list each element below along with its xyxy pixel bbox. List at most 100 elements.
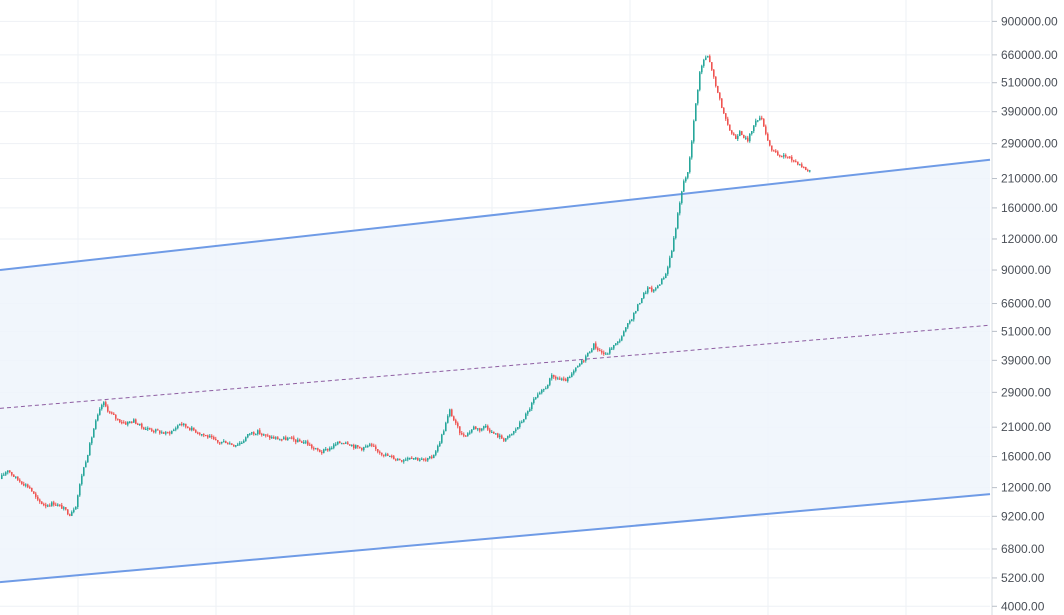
candle-body (753, 125, 755, 132)
candle-up (441, 433, 443, 444)
candle-body (163, 432, 165, 434)
candle-down (741, 130, 743, 136)
candle-body (203, 434, 205, 436)
candle-body (571, 373, 573, 377)
candle-down (465, 435, 467, 437)
candle-body (745, 137, 747, 139)
candle-down (157, 428, 159, 431)
candle-up (623, 330, 625, 337)
candle-body (727, 118, 729, 125)
candle-down (265, 434, 267, 438)
candle-body (81, 475, 83, 485)
candle-down (53, 500, 55, 507)
candle-body (271, 437, 273, 439)
candle-down (493, 431, 495, 434)
candle-body (361, 447, 363, 450)
candle-body (145, 428, 147, 431)
candle-body (101, 405, 103, 409)
candle-body (319, 449, 321, 452)
candle-up (543, 388, 545, 393)
candle-body (671, 251, 673, 258)
candle-body (747, 137, 749, 142)
candle-up (297, 437, 299, 443)
candle-down (789, 155, 791, 159)
candle-body (107, 406, 109, 412)
candle-body (179, 423, 181, 426)
candle-down (719, 92, 721, 101)
candle-down (361, 447, 363, 452)
candle-body (663, 278, 665, 280)
candle-down (137, 422, 139, 426)
candle-up (571, 372, 573, 378)
candle-body (367, 445, 369, 448)
candle-body (681, 191, 683, 203)
candle-up (419, 458, 421, 462)
candle-up (679, 201, 681, 216)
candle-down (463, 432, 465, 438)
candle-body (693, 120, 695, 142)
candle-body (157, 429, 159, 431)
candle-body (5, 472, 7, 475)
candle-up (409, 457, 411, 460)
candle-body (91, 437, 93, 444)
candle-body (573, 370, 575, 374)
candle-body (209, 435, 211, 438)
candle-body (721, 98, 723, 108)
candle-body (85, 462, 87, 468)
candle-body (453, 416, 455, 421)
price-axis[interactable]: 900000.00 660000.00 510000.00 390000.00 2900… (991, 0, 1058, 615)
candle-body (401, 460, 403, 462)
candle-body (615, 343, 617, 346)
candle-body (159, 430, 161, 434)
candle-body (757, 120, 759, 122)
candle-body (437, 446, 439, 452)
candle-body (771, 145, 773, 151)
candle-body (313, 447, 315, 450)
candle-body (473, 426, 475, 430)
candle-body (223, 441, 225, 443)
candle-body (409, 457, 411, 460)
candle-body (287, 438, 289, 441)
candle-body (779, 155, 781, 157)
candle-body (27, 484, 29, 488)
candle-body (769, 140, 771, 146)
candle-up (439, 441, 441, 448)
candle-body (441, 434, 443, 443)
candle-up (687, 172, 689, 180)
candle-down (785, 153, 787, 159)
candle-body (133, 419, 135, 423)
candle-down (291, 435, 293, 440)
candle-up (161, 430, 163, 434)
candle-body (731, 130, 733, 134)
candle-body (491, 431, 493, 434)
candle-down (321, 450, 323, 455)
candle-body (519, 422, 521, 428)
candle-body (609, 348, 611, 354)
candle-body (419, 459, 421, 461)
candle-body (75, 506, 77, 510)
candle-body (349, 444, 351, 446)
candle-up (73, 507, 75, 514)
candle-body (237, 444, 239, 446)
candle-body (529, 409, 531, 412)
candle-body (581, 360, 583, 365)
candle-up (95, 419, 97, 430)
candle-body (305, 441, 307, 443)
candle-up (509, 434, 511, 438)
candle-body (233, 444, 235, 447)
price-tick-label: 12000.00 (1001, 481, 1051, 495)
candle-body (707, 56, 709, 58)
candle-down (19, 478, 21, 483)
candle-body (603, 352, 605, 354)
candle-up (241, 441, 243, 444)
candle-down (227, 442, 229, 445)
candle-up (751, 131, 753, 136)
candle-up (657, 284, 659, 289)
candle-down (375, 444, 377, 452)
candle-body (373, 445, 375, 447)
candle-body (47, 505, 49, 507)
candle-up (323, 448, 325, 454)
candle-body (691, 141, 693, 158)
